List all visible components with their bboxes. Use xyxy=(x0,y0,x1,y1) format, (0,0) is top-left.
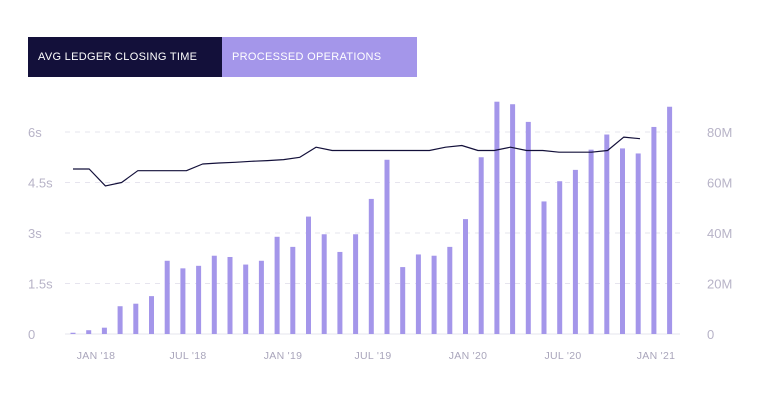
operations-bar[interactable] xyxy=(133,303,139,334)
operations-bar[interactable] xyxy=(321,234,327,334)
operations-bar[interactable] xyxy=(196,265,202,334)
x-tick-label: JAN '18 xyxy=(77,350,116,362)
closing-time-series-line[interactable] xyxy=(73,136,641,187)
operations-bar[interactable] xyxy=(400,267,406,334)
operations-bar[interactable] xyxy=(651,126,657,334)
right-tick-label: 40M xyxy=(707,226,732,241)
right-tick-label: 80M xyxy=(707,125,732,140)
tab-avg-ledger-closing-time[interactable]: AVG LEDGER CLOSING TIME xyxy=(28,37,222,77)
operations-bar[interactable] xyxy=(572,169,578,334)
operations-bar[interactable] xyxy=(368,198,374,334)
x-tick-label: JUL '20 xyxy=(545,350,582,362)
operations-bar[interactable] xyxy=(447,246,453,334)
operations-bar[interactable] xyxy=(243,264,249,334)
operations-bar[interactable] xyxy=(70,332,76,334)
operations-bar[interactable] xyxy=(117,306,123,334)
operations-bars xyxy=(70,101,673,335)
x-tick-label: JAN '20 xyxy=(449,350,488,362)
operations-bar[interactable] xyxy=(211,255,217,334)
operations-bar[interactable] xyxy=(86,330,92,334)
operations-bar[interactable] xyxy=(635,153,641,334)
metric-tabs: AVG LEDGER CLOSING TIME PROCESSED OPERAT… xyxy=(28,37,417,77)
operations-bar[interactable] xyxy=(463,219,468,334)
closing-time-line xyxy=(73,136,641,187)
left-tick-label: 4.5s xyxy=(28,176,53,191)
operations-bar[interactable] xyxy=(494,101,500,334)
operations-bar[interactable] xyxy=(227,256,233,334)
left-axis-ticks: 0 1.5s 3s 4.5s 6s xyxy=(28,125,53,342)
operations-bar[interactable] xyxy=(478,157,484,334)
operations-bar[interactable] xyxy=(604,134,610,334)
operations-bar[interactable] xyxy=(431,255,437,334)
operations-bar[interactable] xyxy=(180,268,186,334)
operations-bar[interactable] xyxy=(415,254,421,334)
right-axis-ticks: 0 20M 40M 60M 80M xyxy=(707,125,732,342)
operations-bar[interactable] xyxy=(667,106,673,334)
right-tick-label: 60M xyxy=(707,176,732,191)
left-tick-label: 3s xyxy=(28,226,42,241)
operations-bar[interactable] xyxy=(149,296,154,334)
operations-bar[interactable] xyxy=(290,246,296,334)
operations-bar[interactable] xyxy=(164,260,170,334)
operations-bar[interactable] xyxy=(101,327,107,334)
x-tick-label: JAN '21 xyxy=(637,350,676,362)
operations-bar[interactable] xyxy=(525,121,531,335)
operations-bar[interactable] xyxy=(510,104,516,334)
operations-bar[interactable] xyxy=(588,149,594,334)
x-axis-ticks: JAN '18 JUL '18 JAN '19 JUL '19 JAN '20 JUL '… xyxy=(77,350,676,362)
operations-bar[interactable] xyxy=(337,251,343,334)
operations-bar[interactable] xyxy=(258,260,264,334)
right-tick-label: 0 xyxy=(707,327,714,342)
operations-bar[interactable] xyxy=(353,234,359,334)
left-tick-label: 0 xyxy=(28,327,35,342)
x-tick-label: JUL '18 xyxy=(170,350,207,362)
right-tick-label: 20M xyxy=(707,277,732,292)
operations-bar[interactable] xyxy=(620,148,625,334)
operations-bar[interactable] xyxy=(541,201,547,334)
operations-bar[interactable] xyxy=(306,216,311,334)
operations-bar[interactable] xyxy=(274,236,280,334)
tab-processed-operations[interactable]: PROCESSED OPERATIONS xyxy=(222,37,417,77)
x-tick-label: JAN '19 xyxy=(264,350,303,362)
left-tick-label: 1.5s xyxy=(28,277,53,292)
operations-bar[interactable] xyxy=(384,159,390,334)
operations-bar[interactable] xyxy=(557,181,563,334)
x-tick-label: JUL '19 xyxy=(355,350,392,362)
left-tick-label: 6s xyxy=(28,125,42,140)
